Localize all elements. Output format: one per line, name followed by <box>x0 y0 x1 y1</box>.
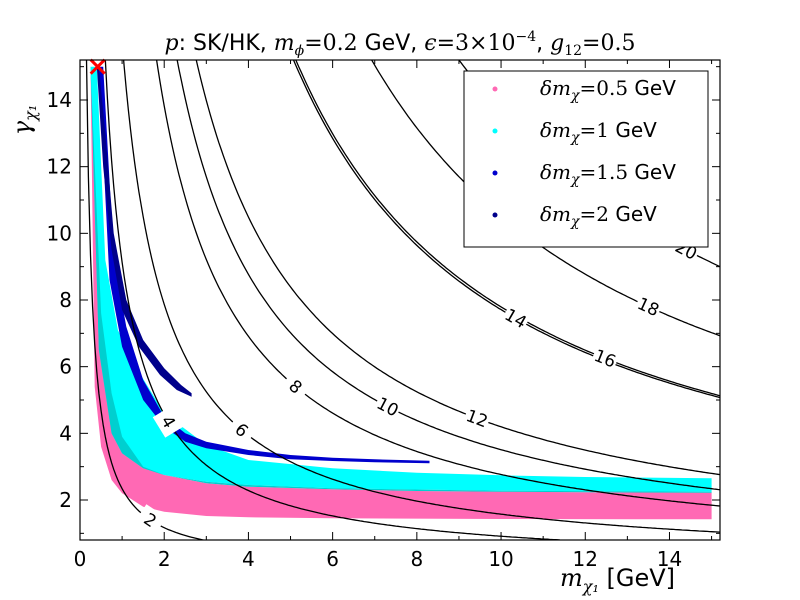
axis-ticks: 0 2 4 6 8 10 12 14 2 4 6 8 10 12 14 <box>47 60 720 571</box>
x-tick-label: 0 <box>74 547 87 571</box>
marker-layer <box>89 58 106 75</box>
contour-label-16: 16 <box>591 346 618 373</box>
y-tick-label: 10 <box>47 221 72 245</box>
contour-16 <box>295 60 720 397</box>
contour-4 <box>104 60 574 540</box>
legend-label: δmχ=1.5 GeV <box>540 160 676 188</box>
contour-label-bg <box>225 413 258 447</box>
y-axis-title: γχ₁ <box>8 105 40 135</box>
contour-label-bg <box>462 403 493 433</box>
x-tick-label: 4 <box>242 547 255 571</box>
x-tick-label: 6 <box>326 547 339 571</box>
legend-label: δmχ=2 GeV <box>540 202 657 230</box>
x-tick-label: 8 <box>410 547 423 571</box>
y-tick-label: 4 <box>59 421 72 445</box>
contour-12 <box>195 60 720 476</box>
contour-label-bg <box>499 302 532 334</box>
y-tick-label: 12 <box>47 155 72 179</box>
region-bands <box>90 66 712 520</box>
x-tick-label: 10 <box>488 547 513 571</box>
y-tick-label: 8 <box>59 288 72 312</box>
contour-14 <box>292 60 720 399</box>
legend-marker <box>492 170 498 176</box>
band-1 <box>90 66 712 520</box>
contour-label-bg <box>152 405 185 438</box>
x-axis-title: mχ₁ [GeV] <box>560 564 675 596</box>
contour-label-bg <box>279 370 312 403</box>
y-tick-label: 2 <box>59 488 72 512</box>
x-tick-label: 14 <box>657 547 682 571</box>
x-tick-label: 2 <box>158 547 171 571</box>
contour-label-bg <box>372 391 404 422</box>
legend-box <box>463 70 709 248</box>
marker-x <box>89 58 106 75</box>
contour-lines <box>85 60 720 540</box>
contour-label-18: 18 <box>634 294 662 321</box>
contour-label-10: 10 <box>373 394 401 422</box>
x-tick-label: 12 <box>573 547 598 571</box>
legend-label: δmχ=1 GeV <box>540 118 657 146</box>
legend-marker <box>492 86 498 92</box>
contour-2 <box>85 60 207 540</box>
contour-label-bg <box>589 343 621 373</box>
chart-title: p: SK/HK, mϕ=0.2 GeV, ϵ=3×10−4, g12=0.5 <box>165 29 636 59</box>
contour-label-bg <box>134 504 167 536</box>
legend: δmχ=0.5 GeV δmχ=1 GeV δmχ=1.5 GeV δmχ=2 GeV <box>463 70 709 248</box>
plot-area <box>85 60 720 540</box>
legend-marker <box>492 212 498 218</box>
contour-10 <box>176 60 720 491</box>
contour-label-bg <box>632 291 664 322</box>
y-tick-label: 14 <box>47 88 72 112</box>
contour-6 <box>122 60 720 533</box>
legend-label: δmχ=0.5 GeV <box>540 76 676 104</box>
contour-8 <box>155 60 720 507</box>
y-tick-label: 6 <box>59 355 72 379</box>
band-2 <box>90 66 712 492</box>
legend-marker <box>492 128 498 134</box>
